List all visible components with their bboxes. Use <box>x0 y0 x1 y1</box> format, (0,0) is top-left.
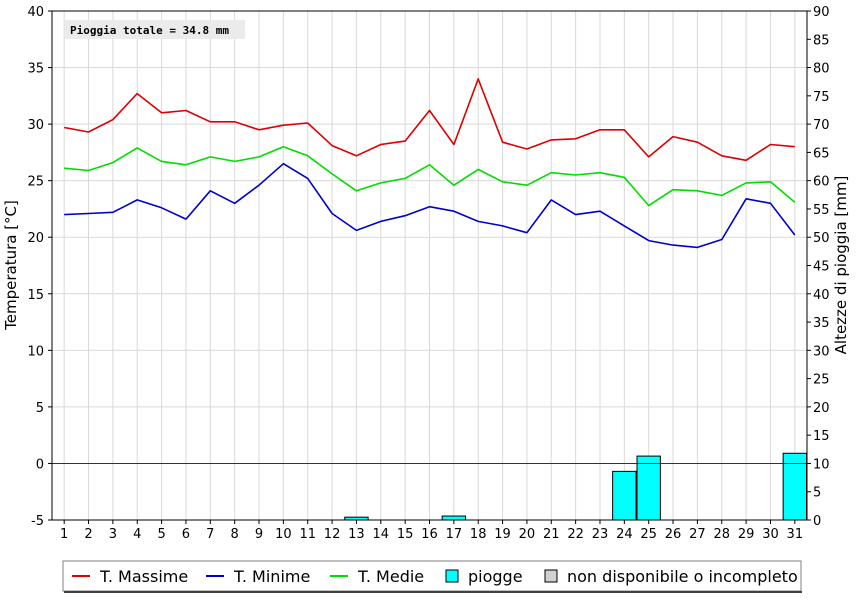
series-line-t-medie <box>64 145 796 207</box>
y2-tick-label: 55 <box>813 203 830 218</box>
x-tick-label: 31 <box>787 527 804 542</box>
y2-tick-label: 85 <box>813 33 830 48</box>
x-tick-label: 15 <box>397 527 414 542</box>
rain-bar <box>636 455 661 521</box>
x-tick-label: 21 <box>543 527 560 542</box>
legend-label: piogge <box>468 567 523 586</box>
x-tick-label: 20 <box>519 527 536 542</box>
x-tick-label: 24 <box>616 527 633 542</box>
total-rain-box <box>65 20 245 39</box>
x-tick-label: 18 <box>470 527 487 542</box>
x-tick-label: 10 <box>275 527 292 542</box>
x-tick-label: 1 <box>60 527 68 542</box>
axis-ticks: -505101520253035400510152025303540455055… <box>27 5 829 542</box>
legend-item-t-minime: T. Minime <box>206 567 310 586</box>
y-tick-label: 30 <box>27 118 44 133</box>
y2-tick-label: 50 <box>813 231 830 246</box>
x-tick-label: 23 <box>592 527 609 542</box>
legend-label: T. Massime <box>99 567 188 586</box>
y2-tick-label: 35 <box>813 316 830 331</box>
rain-bar <box>441 515 467 521</box>
legend-item-t-massime: T. Massime <box>72 567 188 586</box>
series-line-t-massime <box>64 78 795 162</box>
y-tick-label: 35 <box>27 62 44 77</box>
x-tick-label: 3 <box>109 527 117 542</box>
y2-tick-label: 40 <box>813 288 830 303</box>
y2-tick-label: 30 <box>813 344 830 359</box>
y2-tick-label: 10 <box>813 457 830 472</box>
x-tick-label: 26 <box>665 527 682 542</box>
series-lines <box>64 78 796 249</box>
legend-item-t-medie: T. Medie <box>330 567 424 586</box>
y-tick-label: 40 <box>27 5 44 20</box>
x-tick-label: 25 <box>640 527 657 542</box>
legend-label: T. Medie <box>357 567 424 586</box>
y-axis-title: Temperatura [°C] <box>2 200 20 331</box>
x-tick-label: 14 <box>373 527 390 542</box>
legend-item-non-disponibile-o-incompleto: non disponibile o incompleto <box>544 567 798 586</box>
rain-bars <box>344 452 808 521</box>
total-rain-annotation: Pioggia totale = 34.8 mm <box>70 24 229 37</box>
legend-label: non disponibile o incompleto <box>567 567 798 586</box>
x-tick-label: 28 <box>713 527 730 542</box>
x-tick-label: 11 <box>299 527 316 542</box>
y-tick-label: 15 <box>27 288 44 303</box>
legend: T. Massime T. Minime T. Medie piogge non dis… <box>72 567 798 586</box>
y2-tick-label: 60 <box>813 175 830 190</box>
x-tick-label: 22 <box>567 527 584 542</box>
legend-item-piogge: piogge <box>445 567 523 586</box>
x-tick-label: 9 <box>255 527 263 542</box>
y2-axis-title: Altezze di pioggia [mm] <box>832 176 850 355</box>
x-tick-label: 30 <box>762 527 779 542</box>
x-tick-label: 8 <box>231 527 239 542</box>
y2-tick-label: 70 <box>813 118 830 133</box>
y2-tick-label: 80 <box>813 62 830 77</box>
legend-swatch-box <box>544 569 558 583</box>
legend-label: T. Minime <box>233 567 310 586</box>
x-tick-label: 27 <box>689 527 706 542</box>
y2-tick-label: 75 <box>813 90 830 105</box>
y2-tick-label: 15 <box>813 429 830 444</box>
y2-tick-label: 5 <box>813 486 821 501</box>
x-tick-label: 19 <box>494 527 511 542</box>
y2-tick-label: 90 <box>813 5 830 20</box>
legend-frame <box>62 560 802 592</box>
x-tick-label: 7 <box>206 527 214 542</box>
y-tick-label: 5 <box>36 401 44 416</box>
y-tick-label: 10 <box>27 344 44 359</box>
x-tick-label: 16 <box>421 527 438 542</box>
y2-tick-label: 0 <box>813 514 821 529</box>
legend-swatch-box <box>445 569 459 583</box>
y-tick-label: 20 <box>27 231 44 246</box>
y2-tick-label: 20 <box>813 401 830 416</box>
x-tick-label: 29 <box>738 527 755 542</box>
y-tick-label: -5 <box>31 514 44 529</box>
x-tick-label: 6 <box>182 527 190 542</box>
y2-tick-label: 45 <box>813 260 830 275</box>
series-line-t-minime <box>64 162 796 249</box>
x-tick-label: 5 <box>157 527 165 542</box>
y2-tick-label: 65 <box>813 146 830 161</box>
y-tick-label: 0 <box>36 457 44 472</box>
x-tick-label: 12 <box>324 527 341 542</box>
y-tick-label: 25 <box>27 175 44 190</box>
rain-bar <box>612 470 637 521</box>
x-tick-label: 2 <box>84 527 92 542</box>
x-tick-label: 4 <box>133 527 141 542</box>
x-tick-label: 13 <box>348 527 365 542</box>
x-tick-label: 17 <box>446 527 463 542</box>
y2-tick-label: 25 <box>813 373 830 388</box>
